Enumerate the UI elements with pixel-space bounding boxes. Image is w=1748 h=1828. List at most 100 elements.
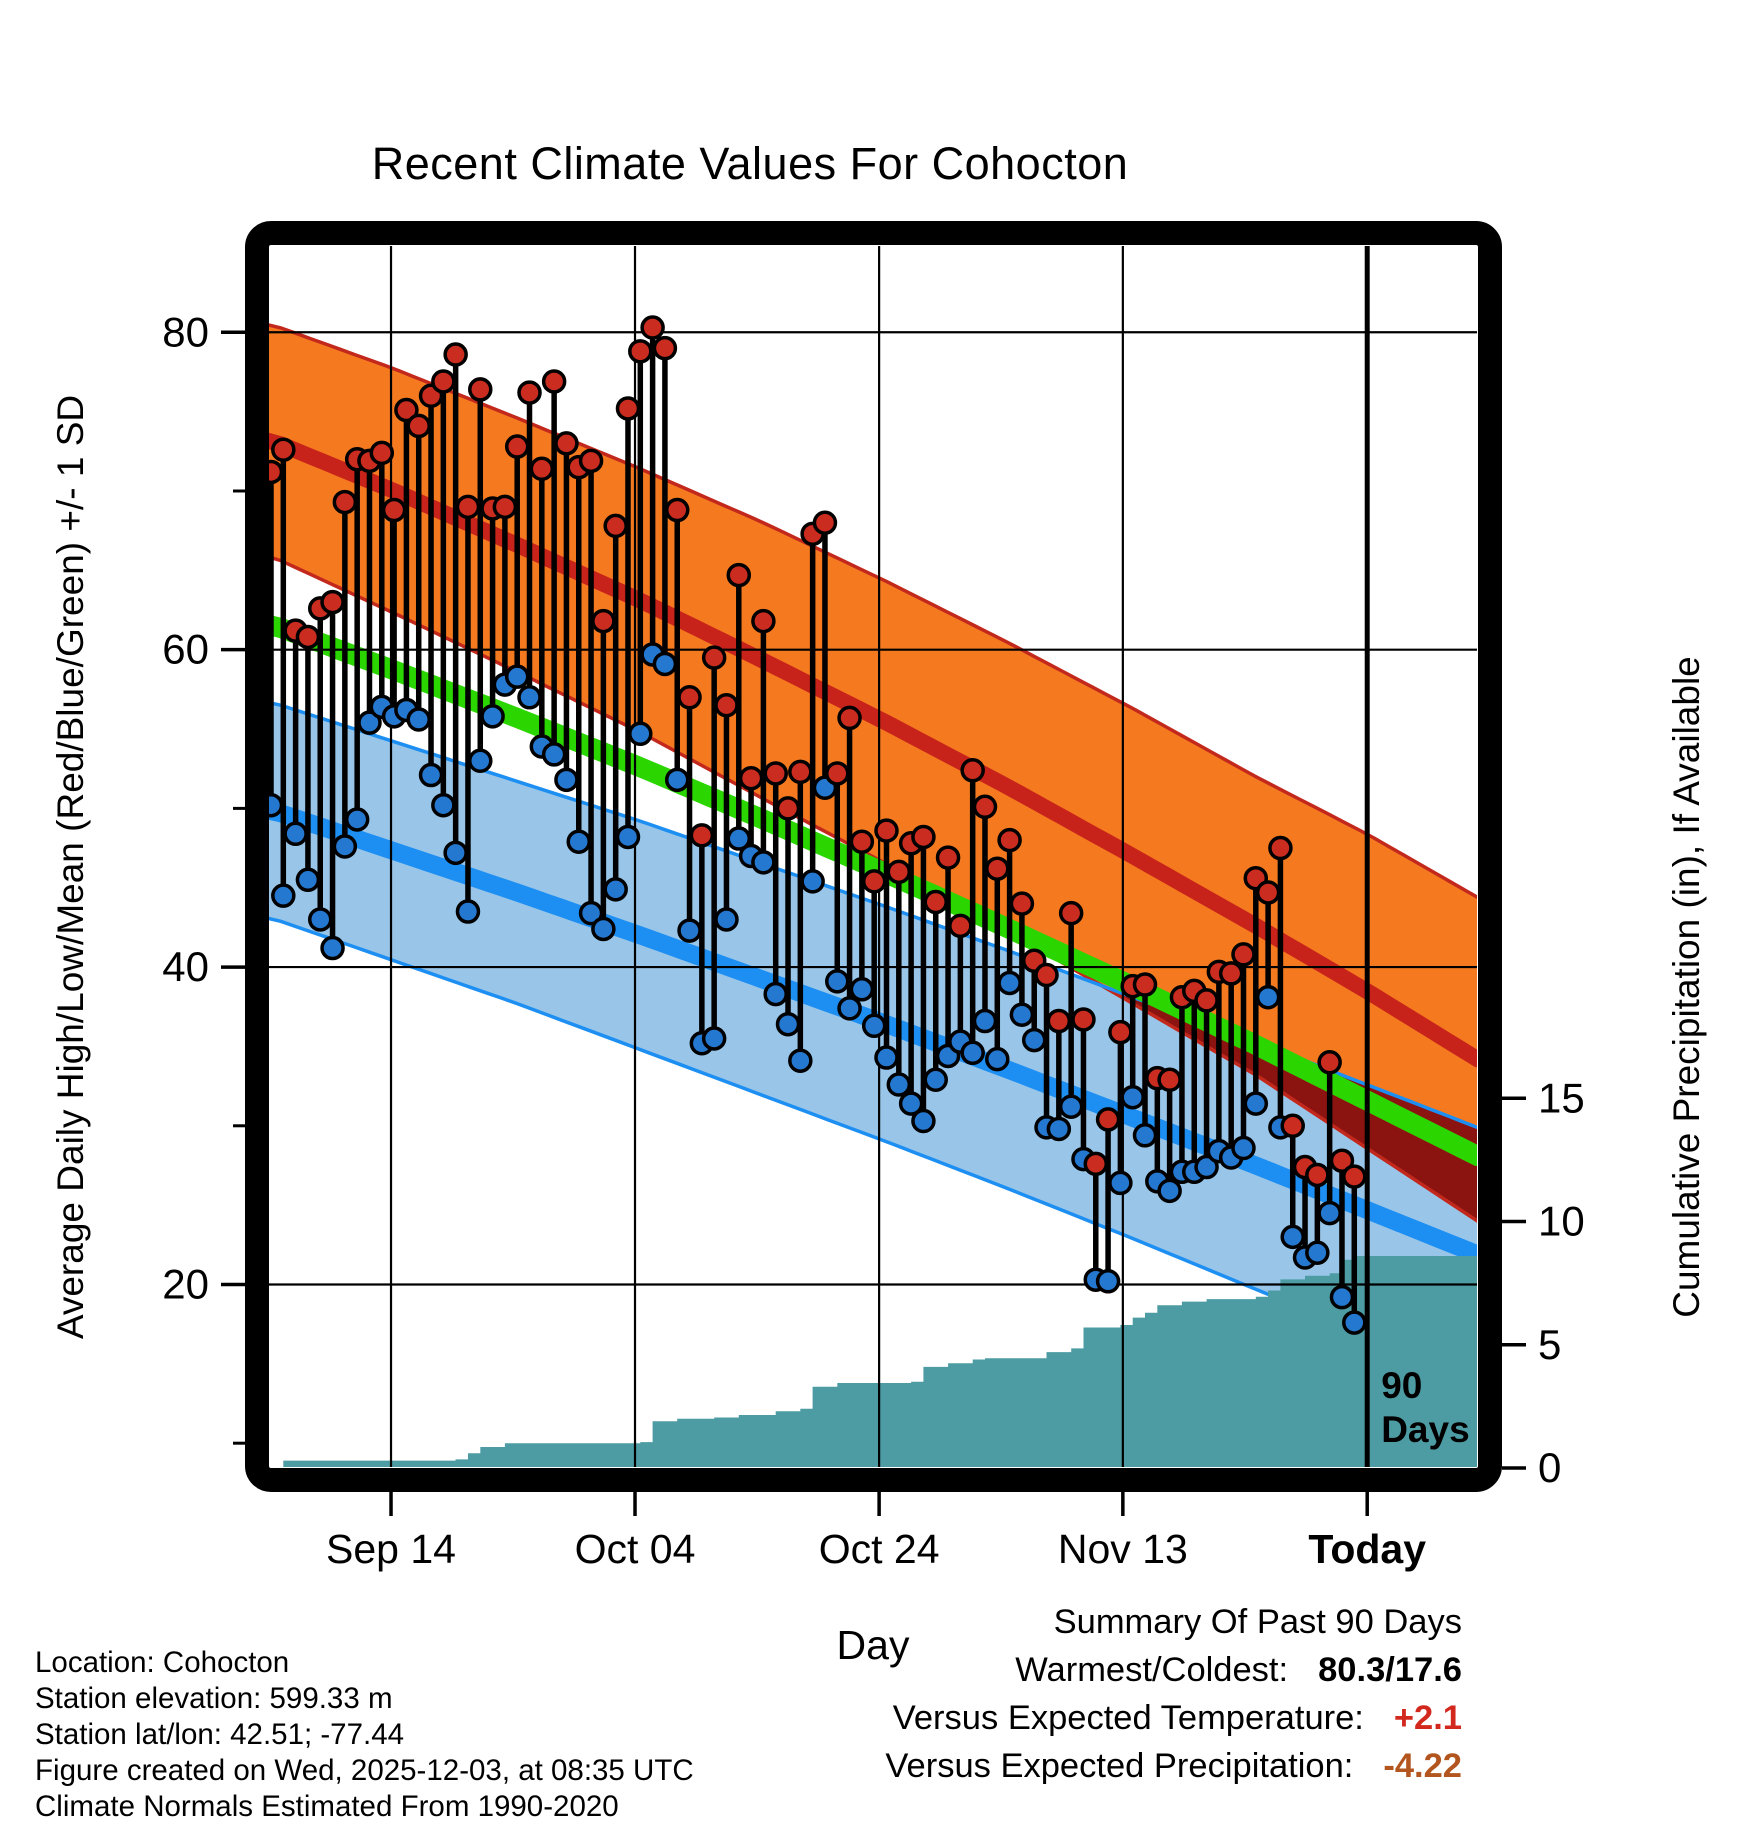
low-dot-day-48 xyxy=(849,977,875,1002)
high-dot-day-59 xyxy=(985,856,1010,881)
high-dot-day-36 xyxy=(701,645,727,670)
y-axis-right-label: Cumulative Precipitation (in), If Availa… xyxy=(1666,656,1707,1318)
high-dot-day-34 xyxy=(677,685,702,710)
high-dot-day-23 xyxy=(541,369,567,394)
high-dot-day-15 xyxy=(443,342,468,367)
x-axis-label: Day xyxy=(836,1622,910,1668)
summary-vs-temperature: Versus Expected Temperature: +2.1 xyxy=(892,1699,1462,1737)
low-dot-day-34 xyxy=(677,918,702,943)
low-dot-day-71 xyxy=(1132,1123,1158,1148)
high-dot-day-51 xyxy=(886,859,912,885)
low-dot-day-53 xyxy=(911,1108,936,1134)
low-dot-day-54 xyxy=(923,1067,948,1093)
y-left-tick-label: 20 xyxy=(162,1260,209,1307)
band-overlap xyxy=(1108,988,1477,1221)
low-dot-day-80 xyxy=(1243,1091,1269,1116)
low-dot-day-65 xyxy=(1058,1094,1084,1119)
low-dot-day-79 xyxy=(1231,1135,1256,1161)
high-dot-day-79 xyxy=(1231,942,1256,967)
low-dot-day-69 xyxy=(1108,1170,1133,1196)
low-dot-day-37 xyxy=(714,907,739,932)
low-dot-day-25 xyxy=(566,829,591,854)
high-dot-day-68 xyxy=(1095,1107,1121,1132)
high-dot-day-19 xyxy=(492,494,518,520)
low-dot-day-27 xyxy=(591,916,616,942)
ninety-day-label-1: 90 xyxy=(1381,1365,1422,1406)
low-dot-day-29 xyxy=(615,824,641,850)
low-dot-day-42 xyxy=(775,1011,801,1037)
high-dot-day-41 xyxy=(763,761,788,786)
y-right-tick-label: 5 xyxy=(1538,1321,1561,1368)
summary-warmest-coldest: Warmest/Coldest: 80.3/17.6 xyxy=(1015,1651,1462,1689)
high-dot-day-83 xyxy=(1280,1113,1305,1139)
high-dot-day-39 xyxy=(738,765,764,791)
low-dot-day-57 xyxy=(960,1040,985,1066)
high-dot-day-3 xyxy=(295,624,321,650)
high-dot-day-46 xyxy=(825,761,850,786)
low-dot-day-20 xyxy=(504,664,530,689)
low-dot-day-1 xyxy=(271,883,296,908)
low-dot-day-36 xyxy=(701,1026,727,1051)
high-dot-day-73 xyxy=(1157,1067,1182,1093)
high-dot-day-66 xyxy=(1071,1007,1096,1032)
high-dot-day-9 xyxy=(369,440,395,466)
high-dot-day-85 xyxy=(1305,1162,1330,1188)
low-dot-day-64 xyxy=(1046,1116,1072,1142)
low-dot-day-44 xyxy=(800,869,825,894)
high-dot-day-45 xyxy=(812,510,838,535)
low-dot-day-6 xyxy=(332,834,358,859)
normals-source: Climate Normals Estimated From 1990-2020 xyxy=(35,1790,619,1823)
high-dot-day-1 xyxy=(271,437,296,462)
high-dot-day-38 xyxy=(726,562,752,588)
y-axis-left-label: Average Daily High/Low/Mean (Red/Blue/Gr… xyxy=(50,394,91,1340)
warmest-coldest-value: 80.3/17.6 xyxy=(1318,1651,1462,1689)
low-temp-band xyxy=(269,702,1477,1382)
low-dot-day-16 xyxy=(455,899,481,924)
ninety-day-label-2: Days xyxy=(1381,1409,1469,1450)
low-dot-day-12 xyxy=(406,707,431,732)
station-latlon: Station lat/lon: 42.51; -77.44 xyxy=(35,1718,405,1751)
low-dot-day-28 xyxy=(603,877,628,902)
high-dot-day-60 xyxy=(997,827,1022,853)
low-dot-day-43 xyxy=(788,1048,813,1073)
station-info: Location: Cohocton Station elevation: 59… xyxy=(35,1645,694,1825)
y-left-tick-label: 40 xyxy=(162,943,209,990)
low-dot-day-15 xyxy=(443,840,468,866)
low-dot-day-5 xyxy=(320,935,345,961)
high-dot-day-69 xyxy=(1108,1019,1133,1045)
x-tick-label: Nov 13 xyxy=(1058,1526,1188,1572)
high-dot-day-35 xyxy=(689,823,715,848)
high-dot-day-24 xyxy=(554,431,579,456)
low-dot-day-24 xyxy=(554,767,579,793)
y-right-tick-label: 15 xyxy=(1538,1074,1585,1121)
x-tick-label: Sep 14 xyxy=(326,1526,456,1572)
high-dot-day-32 xyxy=(652,335,678,361)
low-dot-day-30 xyxy=(628,721,653,747)
high-dot-day-87 xyxy=(1329,1148,1355,1173)
low-dot-day-70 xyxy=(1120,1084,1145,1110)
high-dot-day-88 xyxy=(1342,1164,1367,1189)
high-dot-day-48 xyxy=(849,829,875,854)
low-dot-day-40 xyxy=(751,850,776,875)
plot-frame xyxy=(245,221,1502,1492)
high-dot-day-57 xyxy=(960,758,985,783)
high-dot-day-63 xyxy=(1034,962,1059,988)
cumulative-precip-area xyxy=(269,1255,1477,1467)
low-dot-day-83 xyxy=(1280,1224,1305,1250)
high-dot-day-65 xyxy=(1058,900,1084,926)
high-dot-day-40 xyxy=(751,608,776,634)
station-location: Location: Cohocton xyxy=(35,1646,290,1679)
low-dot-day-7 xyxy=(344,807,370,832)
high-dot-day-26 xyxy=(578,448,604,474)
high-dot-day-54 xyxy=(923,889,948,915)
low-dot-day-47 xyxy=(837,996,862,1021)
high-dot-day-67 xyxy=(1083,1151,1109,1177)
high-dot-day-55 xyxy=(935,845,961,870)
high-dot-day-47 xyxy=(837,705,862,731)
low-dot-day-68 xyxy=(1095,1269,1121,1294)
low-dot-day-46 xyxy=(825,969,850,994)
high-dot-day-20 xyxy=(504,434,530,459)
high-dot-day-50 xyxy=(874,818,899,843)
